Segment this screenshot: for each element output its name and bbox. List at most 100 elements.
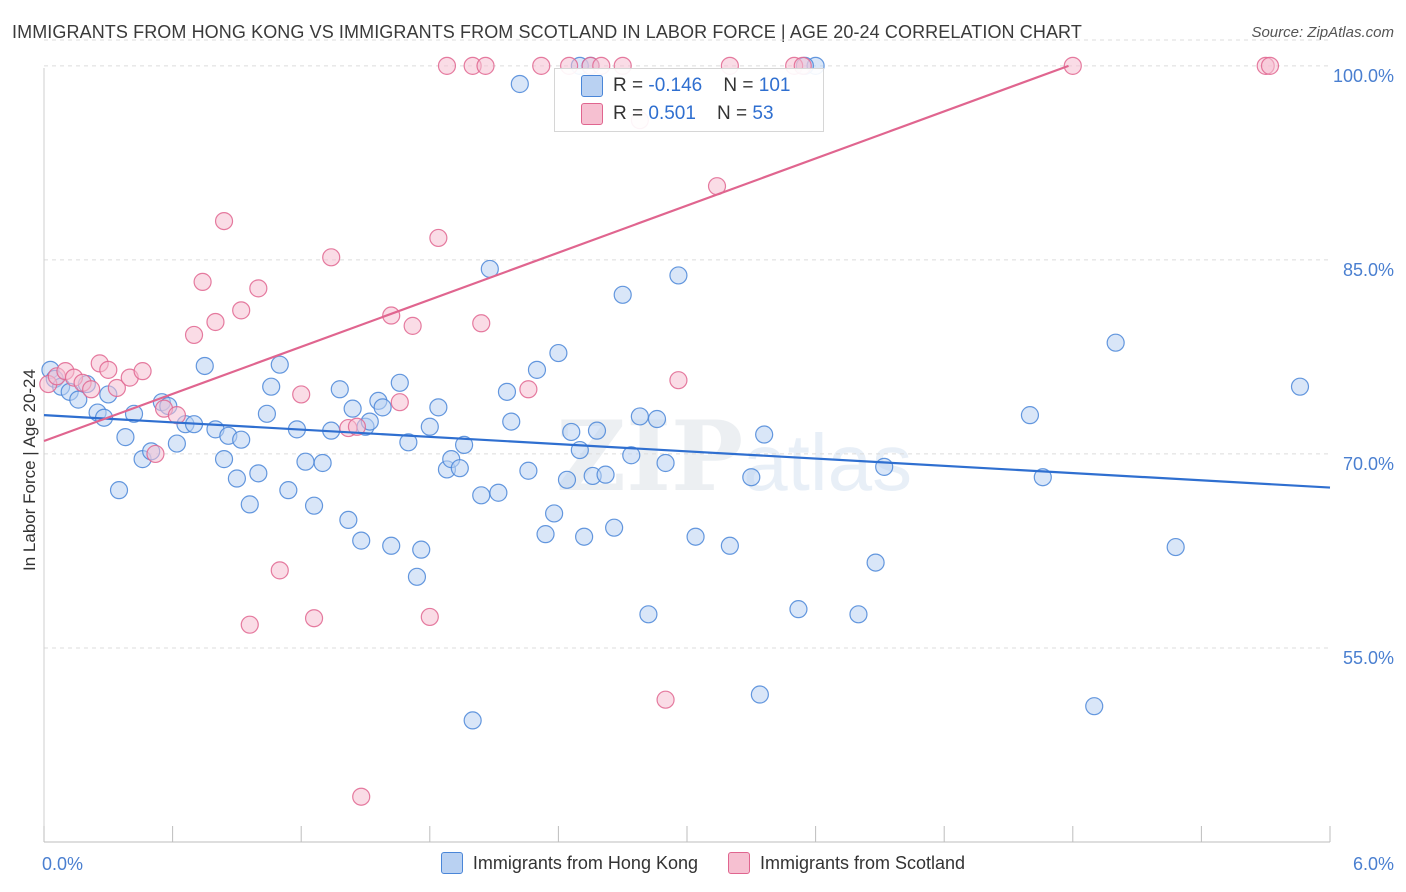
y-axis-label: In Labor Force | Age 20-24 xyxy=(20,369,39,571)
point-s1-14 xyxy=(184,325,204,345)
point-s1-13 xyxy=(167,406,186,425)
stats-swatch-blue xyxy=(581,75,603,97)
point-s0-62 xyxy=(519,461,538,480)
point-s1-22 xyxy=(292,385,311,404)
legend-swatch-pink xyxy=(728,852,750,874)
point-s0-76 xyxy=(622,446,641,465)
stats-text-scotland: R = 0.501 N = 53 xyxy=(613,103,774,125)
point-s1-26 xyxy=(347,417,367,436)
y-tick-label-3: 100.0% xyxy=(1333,66,1394,86)
point-s0-33 xyxy=(304,496,324,515)
point-s0-77 xyxy=(630,407,649,426)
point-s0-89 xyxy=(866,553,885,572)
point-s1-16 xyxy=(206,312,225,332)
chart-title: IMMIGRANTS FROM HONG KONG VS IMMIGRANTS … xyxy=(12,22,1082,42)
point-s0-26 xyxy=(249,464,268,483)
point-s0-24 xyxy=(232,430,251,449)
point-s1-52 xyxy=(1260,56,1280,75)
point-s0-4 xyxy=(69,390,88,409)
legend-item-hong-kong[interactable]: Immigrants from Hong Kong xyxy=(440,852,698,874)
stats-box: R = -0.146 N = 101 R = 0.501 N = 53 xyxy=(554,68,824,132)
point-s0-55 xyxy=(463,711,482,730)
point-s0-74 xyxy=(605,518,624,537)
point-s1-17 xyxy=(214,211,234,231)
point-s0-94 xyxy=(1106,333,1125,352)
point-s0-82 xyxy=(686,527,705,546)
point-s1-7 xyxy=(99,360,118,379)
point-s1-30 xyxy=(403,316,422,335)
point-s0-96 xyxy=(1290,377,1310,396)
point-s0-63 xyxy=(527,360,547,379)
point-s1-15 xyxy=(193,272,212,291)
legend-label-scotland: Immigrants from Scotland xyxy=(760,852,966,873)
legend-swatch-blue xyxy=(440,852,463,874)
n-label: N = xyxy=(723,75,759,96)
point-s0-90 xyxy=(875,457,894,476)
point-s0-54 xyxy=(454,435,474,454)
point-s0-65 xyxy=(545,504,564,523)
point-s0-23 xyxy=(227,469,246,488)
point-s0-10 xyxy=(116,428,135,447)
point-s0-32 xyxy=(296,452,315,471)
point-s0-95 xyxy=(1166,537,1185,557)
point-s1-8 xyxy=(107,378,126,398)
point-s0-36 xyxy=(330,380,349,399)
r-value: 0.501 xyxy=(648,103,696,124)
point-s0-61 xyxy=(510,74,529,94)
point-s0-78 xyxy=(639,605,658,624)
x-tick-label-1: 6.0% xyxy=(1353,854,1394,874)
point-s1-32 xyxy=(429,228,448,248)
point-s0-45 xyxy=(390,373,409,392)
legend-item-scotland[interactable]: Immigrants from Scotland xyxy=(728,852,965,874)
point-s0-25 xyxy=(240,495,259,514)
point-s0-53 xyxy=(450,459,469,478)
point-s0-73 xyxy=(596,465,615,484)
n-value: 53 xyxy=(752,103,774,124)
point-s0-47 xyxy=(407,567,427,586)
point-s0-79 xyxy=(647,409,667,429)
point-s0-81 xyxy=(669,266,688,285)
point-s0-37 xyxy=(339,510,358,530)
point-s1-21 xyxy=(270,561,289,580)
n-label: N = xyxy=(717,103,753,124)
point-s1-44 xyxy=(656,690,675,709)
point-s0-67 xyxy=(557,470,577,489)
point-s0-21 xyxy=(214,450,234,469)
point-s0-85 xyxy=(750,685,769,704)
point-s0-39 xyxy=(352,531,371,550)
point-s0-80 xyxy=(656,453,675,473)
point-s1-27 xyxy=(352,787,371,806)
point-s1-20 xyxy=(249,279,268,298)
point-s0-92 xyxy=(1033,468,1052,487)
point-s0-44 xyxy=(382,536,401,555)
point-s0-88 xyxy=(849,605,868,624)
point-s0-60 xyxy=(502,412,521,431)
point-s1-36 xyxy=(476,56,495,75)
point-s0-75 xyxy=(613,285,632,304)
point-s0-43 xyxy=(373,398,392,417)
point-s0-30 xyxy=(279,481,298,500)
point-s0-87 xyxy=(789,600,808,619)
stats-swatch-pink xyxy=(581,103,603,125)
point-s0-68 xyxy=(562,422,581,442)
y-tick-label-1: 70.0% xyxy=(1343,454,1394,474)
r-label: R = xyxy=(613,75,649,96)
stats-text-hong-kong: R = -0.146 N = 101 xyxy=(613,75,790,97)
x-tick-label-0: 0.0% xyxy=(42,854,83,874)
point-s0-34 xyxy=(313,453,332,473)
point-s1-11 xyxy=(146,444,165,464)
point-s1-19 xyxy=(240,615,259,634)
point-s0-84 xyxy=(742,468,761,487)
point-s0-86 xyxy=(755,425,774,444)
point-s1-23 xyxy=(304,609,324,628)
legend: Immigrants from Hong Kong Immigrants fro… xyxy=(0,852,1406,874)
point-s1-45 xyxy=(669,371,688,390)
y-tick-label-0: 55.0% xyxy=(1343,648,1394,668)
y-tick-label-2: 85.0% xyxy=(1343,260,1394,280)
point-s1-50 xyxy=(1063,56,1082,75)
point-s0-72 xyxy=(587,421,607,440)
point-s1-37 xyxy=(519,380,538,399)
point-s0-59 xyxy=(497,382,517,401)
point-s0-48 xyxy=(412,540,431,559)
